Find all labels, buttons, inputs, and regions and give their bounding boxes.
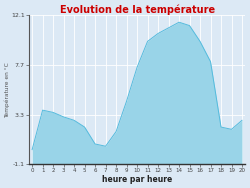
Y-axis label: Température en °C: Température en °C bbox=[4, 62, 10, 118]
Title: Evolution de la température: Evolution de la température bbox=[60, 4, 215, 15]
X-axis label: heure par heure: heure par heure bbox=[102, 175, 172, 184]
